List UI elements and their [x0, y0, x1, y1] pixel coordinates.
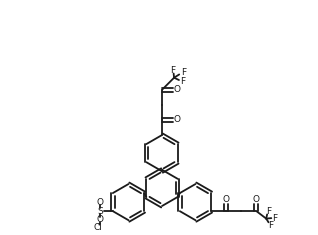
Text: S: S	[97, 207, 103, 216]
Text: O: O	[253, 195, 260, 204]
Text: O: O	[174, 85, 181, 94]
Text: F: F	[170, 66, 176, 75]
Text: O: O	[97, 198, 104, 207]
Text: F: F	[268, 221, 273, 230]
Text: O: O	[223, 195, 230, 204]
Text: O: O	[97, 215, 104, 224]
Text: F: F	[180, 77, 185, 86]
Text: F: F	[273, 214, 278, 223]
Text: Cl: Cl	[94, 223, 103, 232]
Text: F: F	[181, 68, 186, 77]
Text: O: O	[174, 115, 181, 125]
Text: F: F	[266, 207, 271, 216]
